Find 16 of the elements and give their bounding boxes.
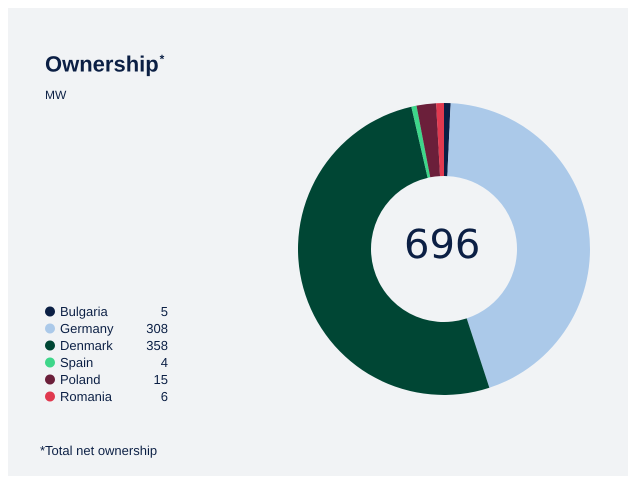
data-label: 358 [146,338,168,353]
data-label: 5 [160,304,168,319]
data-label: 15 [154,372,168,387]
legend-label: Romania [60,389,113,404]
data-label: 4 [160,355,168,370]
legend-label: Spain [60,355,94,370]
data-label: 6 [160,389,168,404]
text: *Total net ownership [40,443,158,458]
chart-subtitle: MW [45,88,67,102]
legend-label: Bulgaria [60,304,108,319]
legend-label: Denmark [60,338,114,353]
data-label: 308 [146,321,168,336]
legend-label: Germany [60,321,114,336]
legend-label: Poland [60,372,100,387]
text: 696 [404,222,480,268]
chart-title: Ownership* [45,52,165,76]
